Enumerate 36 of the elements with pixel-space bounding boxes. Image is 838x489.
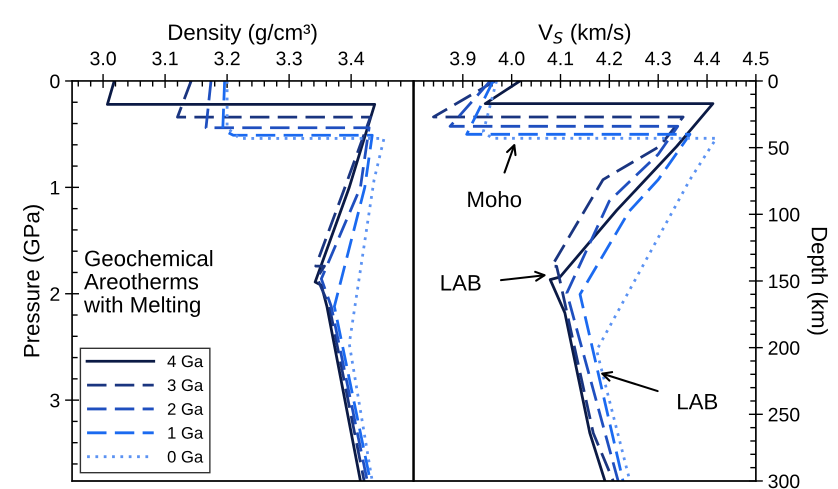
- x-axis-title: Density (g/cm³): [169, 24, 317, 45]
- y-tick-label: 200: [768, 341, 800, 355]
- x-tick-label: 4.3: [645, 52, 671, 66]
- y-tick-label: 150: [769, 274, 800, 288]
- y-tick-label: 300: [768, 474, 800, 488]
- x-tick-label: 3.9: [450, 52, 476, 66]
- x-tick-label: 4.0: [498, 52, 524, 66]
- x-tick-label: 3.2: [214, 52, 240, 66]
- x-axis-title: V$_{S}$ (km/s): [538, 24, 630, 44]
- x-tick-label: 4.5: [742, 52, 769, 66]
- x-tick-label: 3.0: [90, 52, 116, 66]
- y-tick-label: 3: [50, 394, 60, 408]
- y-tick-label: 100: [769, 208, 800, 222]
- y-tick-label: 0: [768, 74, 778, 88]
- x-tick-label: 3.3: [276, 52, 302, 66]
- legend-title: Geochemical Areotherms with Melting: [84, 250, 212, 317]
- x-tick-label: 4.2: [596, 52, 622, 66]
- annotation: LAB: [678, 394, 718, 410]
- y-tick-label: 50: [768, 141, 789, 155]
- y-axis-title: Pressure (GPa): [23, 205, 44, 356]
- legend-label: 4 Ga: [167, 355, 204, 368]
- y-tick-label: 2: [50, 287, 60, 301]
- x-tick-label: 3.4: [338, 52, 364, 66]
- legend-label: 3 Ga: [168, 379, 204, 392]
- legend-label: 2 Ga: [168, 403, 204, 415]
- y-tick-label: 1: [50, 181, 60, 194]
- x-tick-label: 3.1: [152, 52, 178, 66]
- annotation: Moho: [468, 190, 522, 208]
- y-axis-title: Depth (km): [807, 228, 828, 335]
- legend-label: 1 Ga: [168, 427, 204, 439]
- annotation: LAB: [442, 275, 481, 290]
- y-tick-label: 0: [50, 74, 60, 88]
- y-tick-label: 250: [768, 408, 800, 422]
- legend-label: 0 Ga: [168, 450, 204, 463]
- x-tick-label: 4.1: [547, 52, 574, 66]
- x-tick-label: 4.4: [694, 52, 720, 66]
